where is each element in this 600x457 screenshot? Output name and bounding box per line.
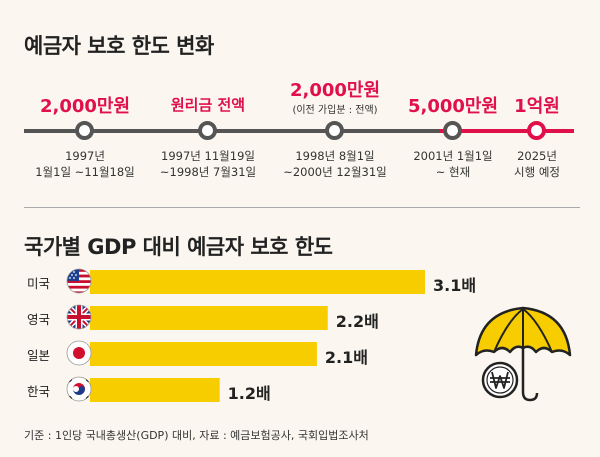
- timeline-dot: [198, 121, 217, 140]
- bar-0: [90, 270, 425, 294]
- event-date: 1997년 11월19일 ~1998년 7월31일: [133, 148, 283, 180]
- section-divider: [24, 207, 580, 208]
- bar-2: [90, 342, 317, 366]
- timeline-title: 예금자 보호 한도 변화: [24, 34, 214, 58]
- chart-title: 국가별 GDP 대비 예금자 보호 한도: [24, 235, 333, 259]
- event-amount: 2,000만원: [289, 80, 381, 101]
- event-date: 1997년 1월1일 ~11월18일: [10, 148, 160, 180]
- event-date-line2: ~ 현재: [435, 165, 471, 179]
- event-amount: 1억원: [514, 96, 560, 117]
- value-label: 1.2배: [227, 384, 271, 403]
- event-date-line1: 2025년: [517, 149, 557, 163]
- category-label: 영국: [27, 312, 51, 327]
- event-date-line2: 1월1일 ~11월18일: [35, 165, 135, 179]
- event-date-line2: ~2000년 12월31일: [283, 165, 387, 179]
- event-date-line1: 1997년 11월19일: [161, 149, 255, 163]
- event-note: (이전 가입분 : 전액): [292, 105, 378, 116]
- timeline-line-future: [440, 129, 574, 133]
- umbrella-won-icon: [474, 306, 572, 402]
- event-amount: 원리금 전액: [170, 96, 246, 114]
- timeline-line: [24, 129, 464, 133]
- timeline-dot: [443, 121, 462, 140]
- event-amount: 5,000만원: [407, 96, 499, 117]
- source-footnote: 기준 : 1인당 국내총생산(GDP) 대비, 자료 : 예금보험공사, 국회입…: [24, 429, 369, 442]
- event-date: 2001년 1월1일 ~ 현재: [378, 148, 528, 180]
- event-date: 2025년 시행 예정: [462, 148, 600, 180]
- japan-flag-icon: [66, 340, 92, 366]
- timeline-dot-future: [527, 121, 546, 140]
- uk-flag-icon: [66, 304, 92, 330]
- value-label: 2.2배: [335, 312, 379, 331]
- event-date-line1: 1997년: [65, 149, 105, 163]
- bar-1: [90, 306, 328, 330]
- event-date-line2: 시행 예정: [514, 165, 560, 179]
- value-label: 2.1배: [324, 348, 368, 367]
- event-amount: 2,000만원: [39, 96, 131, 117]
- korea-flag-icon: [66, 376, 92, 402]
- event-date-line2: ~1998년 7월31일: [159, 165, 257, 179]
- timeline-dot: [325, 121, 344, 140]
- bar-3: [90, 378, 220, 402]
- timeline-dot: [75, 121, 94, 140]
- us-flag-icon: [66, 268, 92, 294]
- event-date-line1: 1998년 8월1일: [295, 149, 375, 163]
- event-date-line1: 2001년 1월1일: [413, 149, 493, 163]
- category-label: 한국: [27, 384, 51, 399]
- category-label: 일본: [27, 348, 51, 363]
- value-label: 3.1배: [433, 276, 477, 295]
- category-label: 미국: [27, 276, 51, 291]
- event-date: 1998년 8월1일 ~2000년 12월31일: [260, 148, 410, 180]
